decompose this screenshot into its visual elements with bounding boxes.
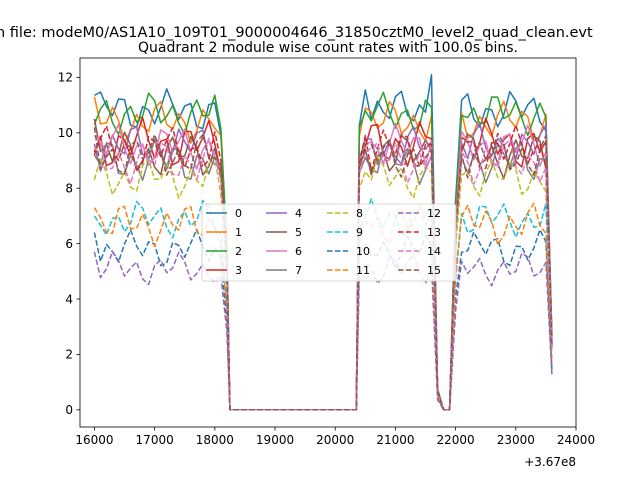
x-tick-label: 24000 xyxy=(557,433,595,447)
series-line-14 xyxy=(93,137,553,411)
x-tick-label: 19000 xyxy=(256,433,294,447)
chart-title: Quadrant 2 module wise count rates with … xyxy=(138,40,518,56)
x-tick-label: 17000 xyxy=(136,433,174,447)
legend-label-11: 11 xyxy=(356,264,370,277)
y-tick-label: 10 xyxy=(58,126,73,140)
legend-label-6: 6 xyxy=(295,245,302,258)
legend-label-2: 2 xyxy=(235,245,242,258)
legend-label-13: 13 xyxy=(427,226,441,239)
legend-label-15: 15 xyxy=(427,264,441,277)
y-tick-label: 2 xyxy=(65,348,73,362)
x-tick-label: 16000 xyxy=(75,433,113,447)
y-tick-label: 0 xyxy=(65,403,73,417)
y-tick-label: 6 xyxy=(65,237,73,251)
series-layer xyxy=(93,73,553,411)
y-tick-label: 4 xyxy=(65,292,73,306)
series-line-15 xyxy=(93,127,553,411)
legend-label-8: 8 xyxy=(356,207,363,220)
legend-label-12: 12 xyxy=(427,207,441,220)
x-axis: 16000 17000 18000 19000 20000 21000 22000 23000… xyxy=(75,427,595,447)
x-tick-label: 22000 xyxy=(437,433,475,447)
legend-label-1: 1 xyxy=(235,226,242,239)
x-tick-label: 20000 xyxy=(316,433,354,447)
y-tick-label: 8 xyxy=(65,182,73,196)
legend-label-4: 4 xyxy=(295,207,302,220)
legend-label-0: 0 xyxy=(235,207,242,220)
x-offset-label: +3.67e8 xyxy=(524,455,576,469)
y-tick-label: 12 xyxy=(58,71,73,85)
legend-label-9: 9 xyxy=(356,226,363,239)
series-line-12 xyxy=(93,250,553,411)
x-tick-label: 21000 xyxy=(376,433,414,447)
x-tick-label: 23000 xyxy=(497,433,535,447)
figure-suptitle: n file: modeM0/AS1A10_109T01_9000004646_… xyxy=(0,25,593,41)
series-line-11 xyxy=(93,202,553,411)
legend-label-5: 5 xyxy=(295,226,302,239)
legend-label-14: 14 xyxy=(427,245,441,258)
legend-label-10: 10 xyxy=(356,245,370,258)
y-axis: 0 2 4 6 8 10 12 xyxy=(58,71,80,417)
legend-label-7: 7 xyxy=(295,264,302,277)
legend-label-3: 3 xyxy=(235,264,242,277)
plot-frame xyxy=(79,57,577,428)
legend-box xyxy=(201,203,457,282)
x-tick-label: 18000 xyxy=(196,433,234,447)
